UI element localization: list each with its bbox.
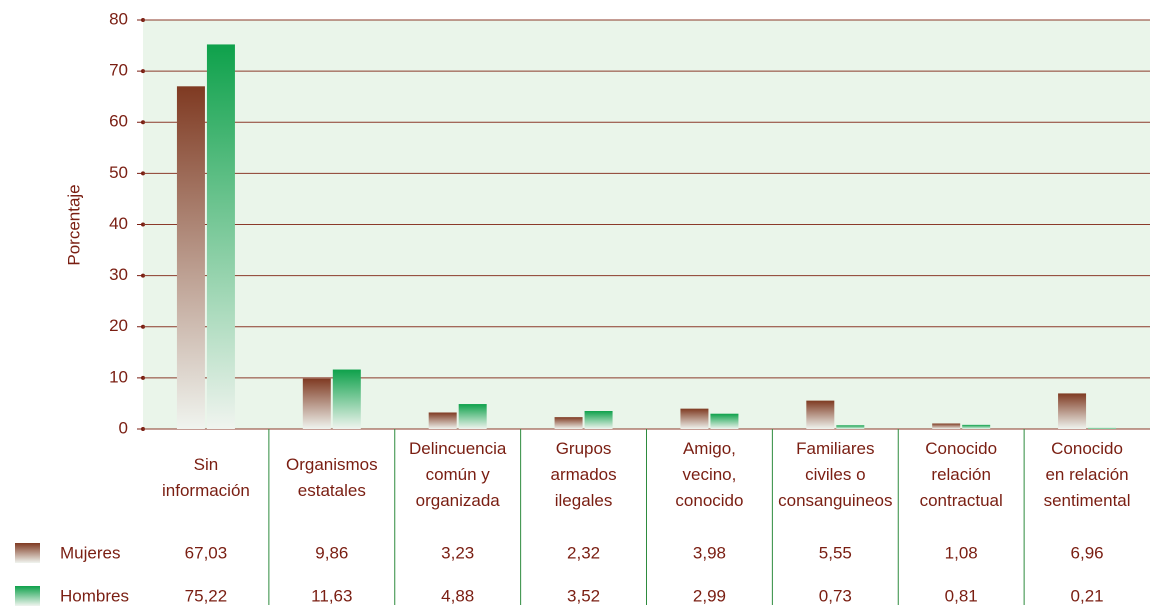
bar xyxy=(680,408,709,429)
table-value: 4,88 xyxy=(441,586,474,605)
table-value: 5,55 xyxy=(819,543,852,562)
y-tick-label: 20 xyxy=(109,316,128,335)
x-tick-label: Sin información xyxy=(162,455,250,500)
table-value: 2,99 xyxy=(693,586,726,605)
y-tick-label: 40 xyxy=(109,214,128,233)
legend-label: Mujeres xyxy=(60,543,120,562)
table-value: 3,23 xyxy=(441,543,474,562)
table-value: 0,81 xyxy=(945,586,978,605)
table-value: 0,21 xyxy=(1071,586,1104,605)
legend-label: Hombres xyxy=(60,586,129,605)
table-value: 75,22 xyxy=(185,586,228,605)
x-tick-label: Conocido relación contractual xyxy=(920,439,1003,510)
y-tick-label: 80 xyxy=(109,9,128,28)
x-tick-label: Delincuencia común y organizada xyxy=(409,439,507,510)
bar xyxy=(458,404,487,429)
bar xyxy=(932,423,961,429)
bar xyxy=(1088,427,1117,429)
bar xyxy=(176,86,205,429)
bar xyxy=(710,413,739,429)
y-tick-label: 50 xyxy=(109,163,128,182)
bar xyxy=(554,417,583,429)
table-value: 9,86 xyxy=(315,543,348,562)
y-tick-label: 60 xyxy=(109,112,128,131)
y-tick-label: 10 xyxy=(109,367,128,386)
table-value: 3,52 xyxy=(567,586,600,605)
table-value: 67,03 xyxy=(185,543,228,562)
bar xyxy=(302,378,331,429)
x-tick-label: Organismos estatales xyxy=(286,455,378,500)
y-tick-label: 70 xyxy=(109,61,128,80)
x-tick-label: Grupos armados ilegales xyxy=(550,439,616,510)
legend-swatch xyxy=(15,586,40,606)
bar xyxy=(584,411,613,429)
bar xyxy=(332,369,361,429)
y-tick-label: 0 xyxy=(119,418,128,437)
legend-swatch xyxy=(15,543,40,563)
bar xyxy=(962,424,991,429)
bar xyxy=(806,400,835,429)
y-axis-label: Porcentaje xyxy=(64,184,83,265)
table-value: 1,08 xyxy=(945,543,978,562)
table-value: 0,73 xyxy=(819,586,852,605)
bar xyxy=(1058,393,1087,429)
table-value: 2,32 xyxy=(567,543,600,562)
table-value: 3,98 xyxy=(693,543,726,562)
bar xyxy=(428,412,457,429)
x-tick-label: Conocido en relación sentimental xyxy=(1044,439,1131,510)
table-value: 6,96 xyxy=(1071,543,1104,562)
table-value: 11,63 xyxy=(311,586,352,605)
bar xyxy=(206,44,235,430)
x-tick-label: Amigo, vecino, conocido xyxy=(675,439,743,510)
y-tick-label: 30 xyxy=(109,265,128,284)
x-tick-label: Familiares civiles o consanguineos xyxy=(778,439,892,510)
bar xyxy=(836,425,865,429)
